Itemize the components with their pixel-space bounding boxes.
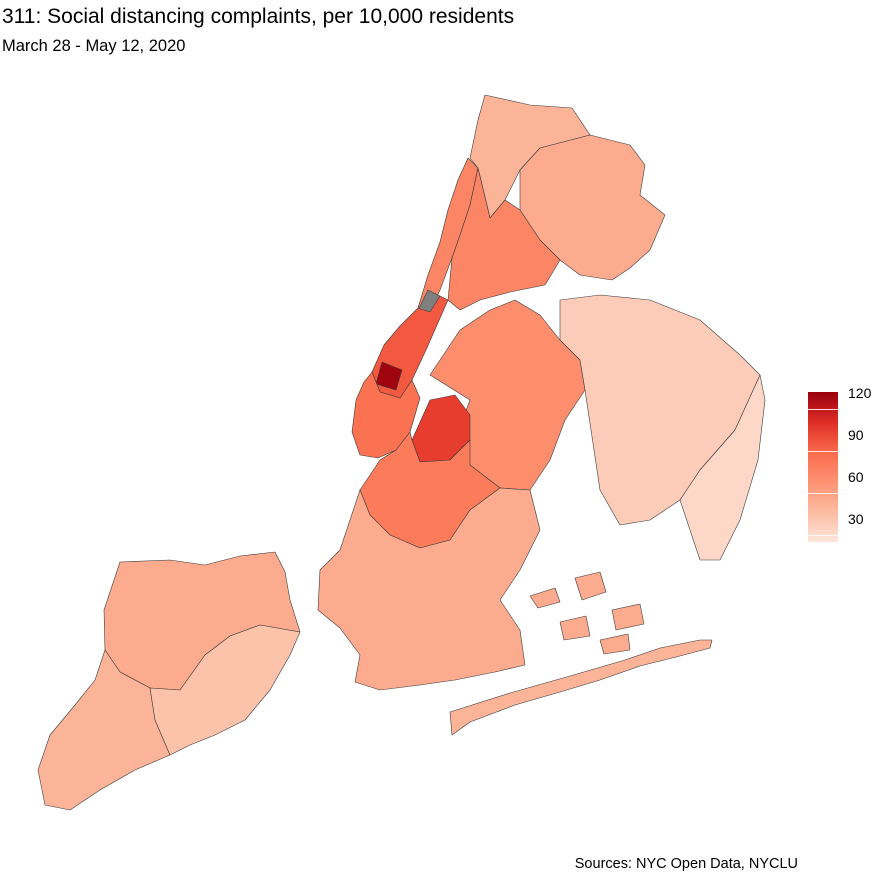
region-rockaway-peninsula[interactable] [449,639,713,736]
region-jamaica-bay-islands[interactable] [529,571,645,655]
legend-tick-mark [808,535,838,536]
legend-color-bar [808,392,838,542]
region-queens-southeast[interactable] [679,374,766,561]
legend-tick-mark [808,451,838,452]
region-bronx-south[interactable] [447,167,561,311]
legend-tick-mark [808,409,838,410]
region-staten-island-east[interactable] [149,624,301,756]
region-bronx-west[interactable] [469,94,591,219]
region-manhattan-midtown-hotspot[interactable] [375,361,403,391]
legend-tick-label: 60 [848,469,864,485]
color-legend: 120 90 60 30 [808,386,871,550]
map-caption: Sources: NYC Open Data, NYCLU [574,856,798,872]
map-title: 311: Social distancing complaints, per 1… [2,5,515,28]
legend-tick-mark [808,493,838,494]
legend-tick-label: 30 [848,511,864,527]
map-subtitle: March 28 - May 12, 2020 [2,37,186,55]
region-brooklyn-south[interactable] [317,487,541,691]
legend-tick-label: 90 [848,427,864,443]
legend-tick-label: 120 [848,385,872,401]
